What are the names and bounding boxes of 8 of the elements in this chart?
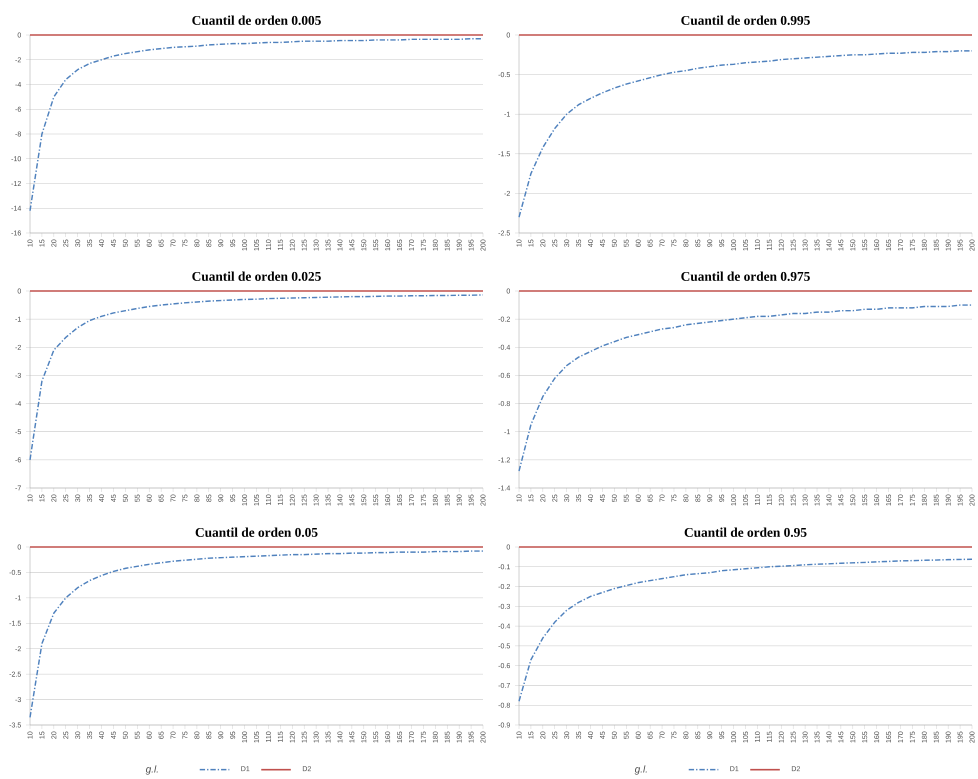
chart-title: Cuantil de orden 0.025 (192, 271, 321, 281)
chart-title: Cuantil de orden 0.05 (196, 527, 318, 537)
x-axis-title: g.l. (146, 765, 158, 775)
chart-title: Cuantil de orden 0.005 (192, 15, 321, 25)
chart-title: Cuantil de orden 0.995 (681, 15, 810, 25)
chart-title: Cuantil de orden 0.975 (681, 271, 810, 281)
x-axis-title: g.l. (634, 765, 647, 775)
chart-title: Cuantil de orden 0.95 (684, 527, 807, 537)
